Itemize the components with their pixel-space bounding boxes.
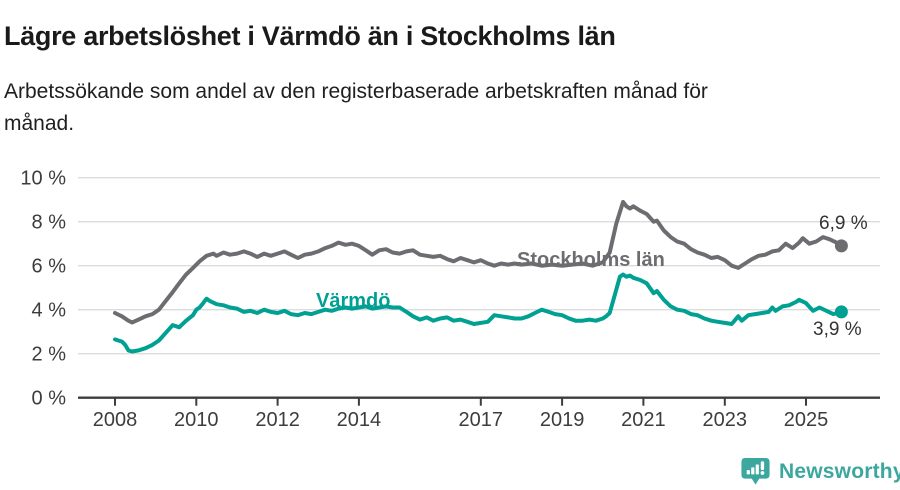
end-value-label-varmdo: 3,9 % xyxy=(813,319,862,340)
series-label-stockholms-lan: Stockholms län xyxy=(517,249,665,271)
svg-text:4 %: 4 % xyxy=(32,300,67,322)
svg-text:8 %: 8 % xyxy=(32,212,67,234)
newsworthy-wordmark: Newsworthy xyxy=(779,460,900,483)
chart-title: Lägre arbetslöshet i Värmdö än i Stockho… xyxy=(4,21,616,51)
chart-subtitle-line2: månad. xyxy=(4,112,75,135)
svg-text:2019: 2019 xyxy=(540,409,585,431)
svg-text:2023: 2023 xyxy=(703,409,748,431)
svg-text:2012: 2012 xyxy=(255,409,300,431)
svg-text:2021: 2021 xyxy=(621,409,666,431)
series-label-varmdo: Värmdö xyxy=(316,290,391,312)
svg-text:2014: 2014 xyxy=(337,409,382,431)
svg-text:2 %: 2 % xyxy=(32,344,67,366)
svg-text:2017: 2017 xyxy=(459,409,504,431)
svg-text:2010: 2010 xyxy=(174,409,219,431)
chart-subtitle-text: Arbetssökande som andel av den registerb… xyxy=(4,76,708,140)
svg-text:10 %: 10 % xyxy=(20,168,66,190)
svg-text:6 %: 6 % xyxy=(32,256,67,278)
svg-text:0 %: 0 % xyxy=(32,388,67,410)
line-chart-plot: 10 % 8 % 6 % 4 % 2 % 0 % 2008 2010 2012 2014 2017 2… xyxy=(20,168,880,431)
svg-text:2025: 2025 xyxy=(784,409,829,431)
chart-subtitle-line1: Arbetssökande som andel av den registerb… xyxy=(4,80,708,103)
svg-text:2008: 2008 xyxy=(93,409,138,431)
end-value-label-stockholms-lan: 6,9 % xyxy=(819,213,868,234)
newsworthy-icon xyxy=(741,457,770,485)
newsworthy-logo[interactable]: Newsworthy xyxy=(740,456,900,488)
